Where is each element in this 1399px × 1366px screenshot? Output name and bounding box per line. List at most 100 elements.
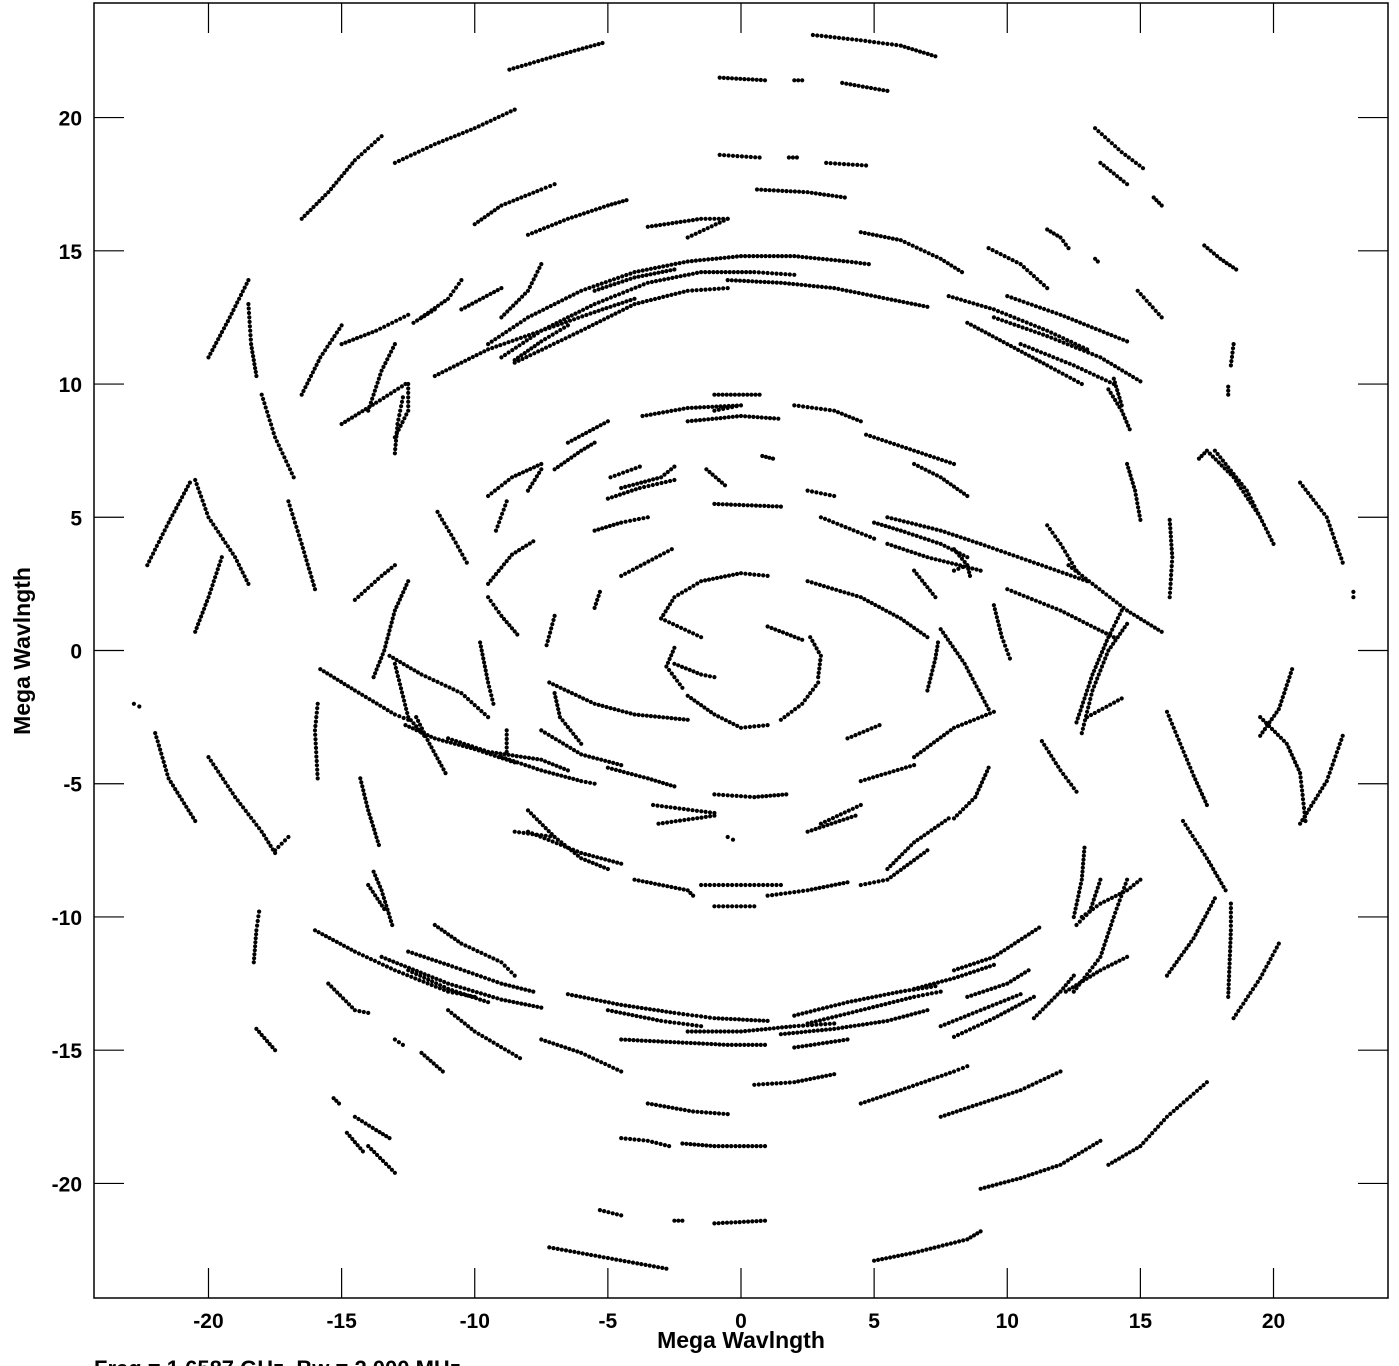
uv-point bbox=[1117, 612, 1122, 617]
uv-track bbox=[539, 728, 624, 768]
uv-point bbox=[1069, 560, 1074, 566]
uv-point bbox=[712, 712, 717, 717]
uv-point bbox=[1076, 894, 1081, 899]
uv-point bbox=[406, 715, 411, 720]
uv-point bbox=[1284, 741, 1289, 746]
uv-point bbox=[670, 598, 675, 603]
uv-point bbox=[1166, 713, 1171, 718]
uv-point bbox=[879, 1003, 884, 1008]
uv-point bbox=[1038, 350, 1044, 355]
uv-point bbox=[850, 37, 855, 42]
uv-point bbox=[607, 759, 612, 765]
uv-point bbox=[864, 85, 870, 90]
uv-point bbox=[964, 804, 969, 809]
uv-point bbox=[1318, 789, 1323, 794]
uv-point bbox=[370, 330, 375, 335]
uv-point bbox=[790, 155, 796, 160]
uv-point bbox=[1205, 910, 1210, 915]
uv-point bbox=[986, 707, 991, 712]
uv-point bbox=[520, 356, 525, 362]
uv-point bbox=[1204, 448, 1209, 453]
uv-point bbox=[705, 707, 710, 712]
uv-track bbox=[685, 693, 770, 730]
uv-point bbox=[546, 634, 552, 639]
uv-point bbox=[947, 977, 953, 982]
uv-point bbox=[697, 229, 702, 234]
uv-point bbox=[761, 723, 766, 728]
uv-point bbox=[1026, 353, 1032, 358]
uv-point bbox=[744, 270, 749, 275]
uv-point bbox=[358, 776, 363, 781]
uv-point bbox=[1228, 910, 1233, 915]
uv-point bbox=[661, 715, 666, 720]
uv-point bbox=[1138, 292, 1143, 297]
uv-point bbox=[893, 298, 898, 303]
uv-point bbox=[514, 754, 519, 759]
uv-point bbox=[920, 578, 925, 583]
uv-point bbox=[962, 559, 967, 565]
uv-point bbox=[941, 559, 946, 564]
uv-point bbox=[1216, 460, 1221, 465]
uv-track bbox=[544, 613, 557, 648]
uv-point bbox=[684, 1141, 689, 1146]
uv-track bbox=[1164, 709, 1209, 808]
uv-point bbox=[1324, 779, 1329, 784]
uv-point bbox=[921, 50, 926, 55]
uv-point bbox=[1154, 198, 1159, 203]
uv-point bbox=[1045, 328, 1050, 333]
uv-track bbox=[331, 1096, 342, 1106]
uv-point bbox=[449, 1010, 454, 1016]
uv-track bbox=[499, 755, 597, 786]
uv-point bbox=[1097, 587, 1102, 592]
uv-point bbox=[1276, 941, 1281, 946]
uv-point bbox=[733, 1144, 738, 1149]
uv-point bbox=[369, 143, 374, 148]
uv-point bbox=[994, 336, 999, 341]
uv-point bbox=[1062, 1160, 1067, 1165]
uv-point bbox=[976, 688, 981, 693]
uv-point bbox=[1037, 925, 1042, 930]
uv-point bbox=[517, 548, 522, 553]
uv-point bbox=[296, 533, 302, 538]
uv-point bbox=[978, 541, 983, 547]
uv-point bbox=[725, 216, 730, 221]
uv-point bbox=[1231, 342, 1236, 347]
uv-point bbox=[747, 882, 753, 888]
uv-point bbox=[408, 718, 413, 723]
uv-point bbox=[885, 515, 890, 520]
uv-point bbox=[1080, 869, 1085, 874]
uv-point bbox=[174, 506, 179, 511]
uv-point bbox=[522, 351, 527, 356]
uv-point bbox=[384, 903, 389, 908]
uv-point bbox=[563, 721, 568, 726]
uv-point bbox=[1117, 1156, 1122, 1161]
uv-point bbox=[946, 294, 951, 299]
uv-point bbox=[892, 872, 897, 877]
uv-point bbox=[643, 1006, 648, 1011]
uv-point bbox=[828, 1027, 833, 1032]
uv-point bbox=[1020, 318, 1025, 323]
uv-point bbox=[971, 1025, 977, 1030]
uv-point bbox=[678, 274, 683, 279]
uv-point bbox=[783, 891, 788, 896]
uv-point bbox=[934, 473, 940, 478]
uv-point bbox=[156, 539, 161, 545]
uv-point bbox=[446, 932, 451, 937]
uv-point bbox=[738, 725, 744, 730]
uv-point bbox=[431, 678, 436, 683]
uv-point bbox=[214, 571, 219, 576]
uv-point bbox=[511, 66, 516, 71]
uv-point bbox=[491, 602, 496, 607]
uv-point bbox=[1116, 902, 1121, 907]
uv-point bbox=[860, 84, 865, 89]
uv-point bbox=[971, 301, 976, 306]
uv-point bbox=[329, 984, 334, 989]
uv-point bbox=[302, 550, 307, 555]
uv-point bbox=[463, 943, 468, 948]
uv-point bbox=[816, 256, 821, 261]
uv-point bbox=[621, 290, 626, 295]
uv-point bbox=[1112, 623, 1117, 628]
uv-point bbox=[427, 741, 432, 746]
uv-point bbox=[537, 470, 542, 475]
uv-point bbox=[482, 992, 488, 997]
